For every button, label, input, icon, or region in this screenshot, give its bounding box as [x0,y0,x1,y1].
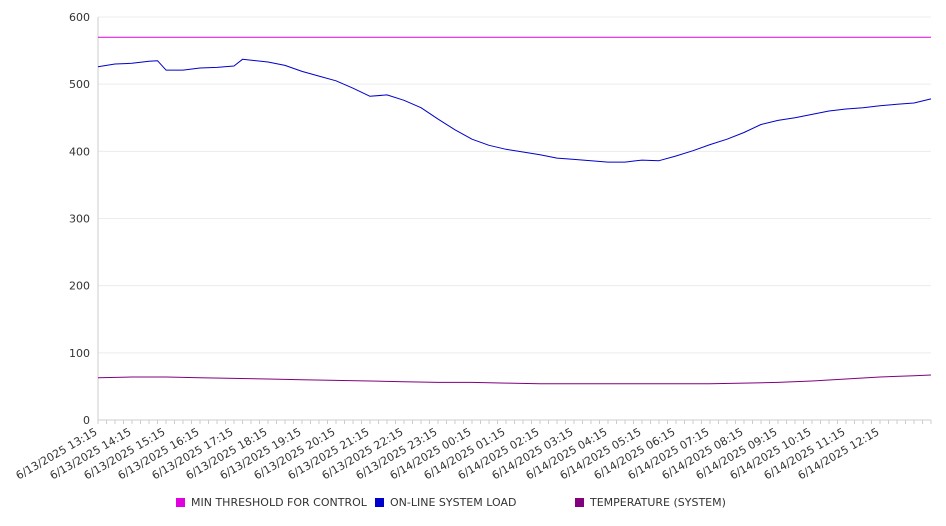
legend-label-temperature: TEMPERATURE (SYSTEM) [590,496,726,509]
legend-label-system-load: ON-LINE SYSTEM LOAD [390,496,517,509]
grid-lines [98,16,931,354]
y-tick-label: 200 [69,280,90,293]
legend: MIN THRESHOLD FOR CONTROL ON-LINE SYSTEM… [0,496,946,516]
series-line-system-load [97,58,932,163]
legend-item-system-load[interactable]: ON-LINE SYSTEM LOAD [375,496,516,509]
series-line-temperature [97,374,932,385]
legend-swatch-min-threshold [176,498,185,507]
y-tick-label: 0 [83,414,90,427]
x-axis-tick-labels: 6/13/2025 13:156/13/2025 14:156/13/2025 … [14,425,882,482]
y-axis-tick-labels: 0 100 200 300 400 500 600 [69,11,90,427]
axes [97,17,932,424]
legend-swatch-temperature [575,498,584,507]
y-tick-label: 600 [69,11,90,24]
series-lines [97,36,932,385]
legend-item-temperature[interactable]: TEMPERATURE (SYSTEM) [575,496,726,509]
legend-label-min-threshold: MIN THRESHOLD FOR CONTROL [191,496,367,509]
y-tick-label: 500 [69,78,90,91]
y-tick-label: 400 [69,145,90,158]
legend-item-min-threshold[interactable]: MIN THRESHOLD FOR CONTROL [176,496,367,509]
y-tick-label: 300 [69,213,90,226]
y-tick-label: 100 [69,347,90,360]
legend-swatch-system-load [375,498,384,507]
